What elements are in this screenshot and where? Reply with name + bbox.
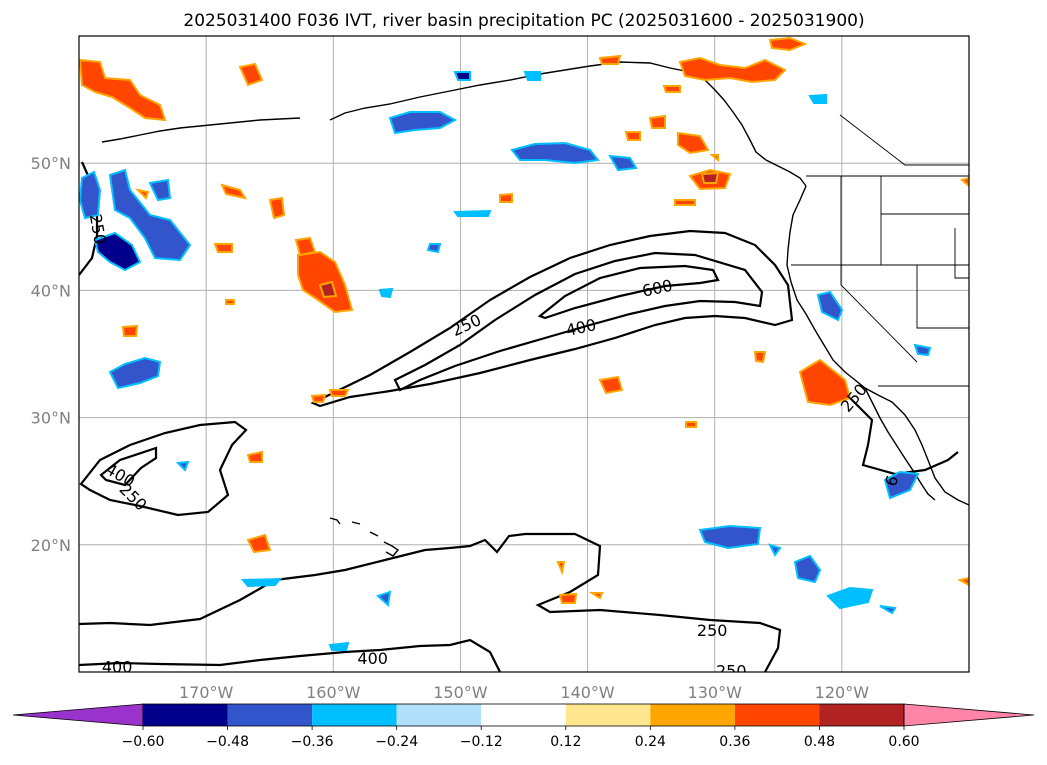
x-tick-label: 170°W [179, 683, 234, 702]
y-tick-label: 50°N [31, 154, 71, 173]
contour-label: 250 [716, 662, 747, 681]
gridlines [79, 36, 969, 672]
y-tick-label: 30°N [31, 409, 71, 428]
negative-pc-patches [79, 71, 932, 651]
colorbar-segment [734, 704, 820, 726]
ivt-contour-400-southwest [99, 446, 158, 487]
colorbar-extend-low [12, 703, 144, 727]
colorbar-tick-label: −0.36 [291, 734, 334, 750]
x-tick-label: 120°W [815, 683, 870, 702]
x-tick-label: 150°W [433, 683, 488, 702]
colorbar-tick-label: −0.24 [375, 734, 418, 750]
state-borders [791, 114, 969, 387]
colorbar-segment [227, 704, 313, 726]
x-tick-label: 140°W [560, 683, 615, 702]
colorbar-segment [143, 704, 228, 726]
colorbar-outline [142, 703, 905, 727]
contour-label: 400 [102, 658, 133, 677]
colorbar-tick-label: 0.36 [719, 734, 750, 750]
x-tick-label: 160°W [306, 683, 361, 702]
colorbar-segment [396, 704, 482, 726]
colorbar-segment [650, 704, 735, 726]
colorbar-tick-label: −0.12 [460, 734, 503, 750]
x-tick-label: 130°W [688, 683, 743, 702]
ivt-contour-250-south [79, 532, 782, 672]
colorbar-segment [819, 704, 904, 726]
chart-title: 2025031400 F036 IVT, river basin precipi… [183, 11, 864, 31]
ivt-contour-250-main [310, 229, 794, 408]
colorbar-tick-label: −0.48 [206, 734, 249, 750]
alaska-coastline [329, 61, 807, 187]
baja-california-coastline [864, 387, 936, 501]
ivt-contour-250-southwest [79, 420, 248, 517]
y-tick-label: 40°N [31, 281, 71, 300]
pc-shading [79, 36, 969, 651]
colorbar: −0.60 −0.48 −0.36 −0.24 −0.12 0.12 0.24 0.36 0.4… [12, 703, 1035, 750]
ivt-contour-600-main [537, 264, 720, 320]
ivt-contour-400-south [79, 638, 501, 672]
positive-pc-patches [79, 36, 969, 604]
colorbar-tick-label: 0.48 [804, 734, 835, 750]
coastlines [101, 61, 969, 557]
colorbar-segment [481, 704, 566, 726]
ivt-contour-250-mexico [849, 397, 959, 476]
ivt-contours [79, 161, 959, 672]
contour-label: 250 [697, 621, 728, 640]
y-tick-label: 20°N [31, 536, 71, 555]
colorbar-tick-label: 0.24 [635, 734, 666, 750]
colorbar-segment [312, 704, 397, 726]
x-tick-labels: 170°W 160°W 150°W 140°W 130°W 120°W [179, 683, 869, 702]
hawaii-islands [329, 517, 400, 557]
colorbar-segment [565, 704, 651, 726]
colorbar-tick-label: 0.12 [550, 734, 581, 750]
contour-label: 400 [357, 649, 388, 668]
map-frame [78, 35, 970, 673]
colorbar-extend-high [903, 703, 1035, 727]
colorbar-tick-label: 0.60 [888, 734, 919, 750]
aleutian-islands [101, 117, 301, 143]
colorbar-tick-label: −0.60 [122, 734, 165, 750]
north-america-west-coast [786, 185, 969, 506]
ivt-contour-400-main [393, 251, 764, 392]
y-tick-labels: 20°N 30°N 40°N 50°N [31, 154, 71, 555]
